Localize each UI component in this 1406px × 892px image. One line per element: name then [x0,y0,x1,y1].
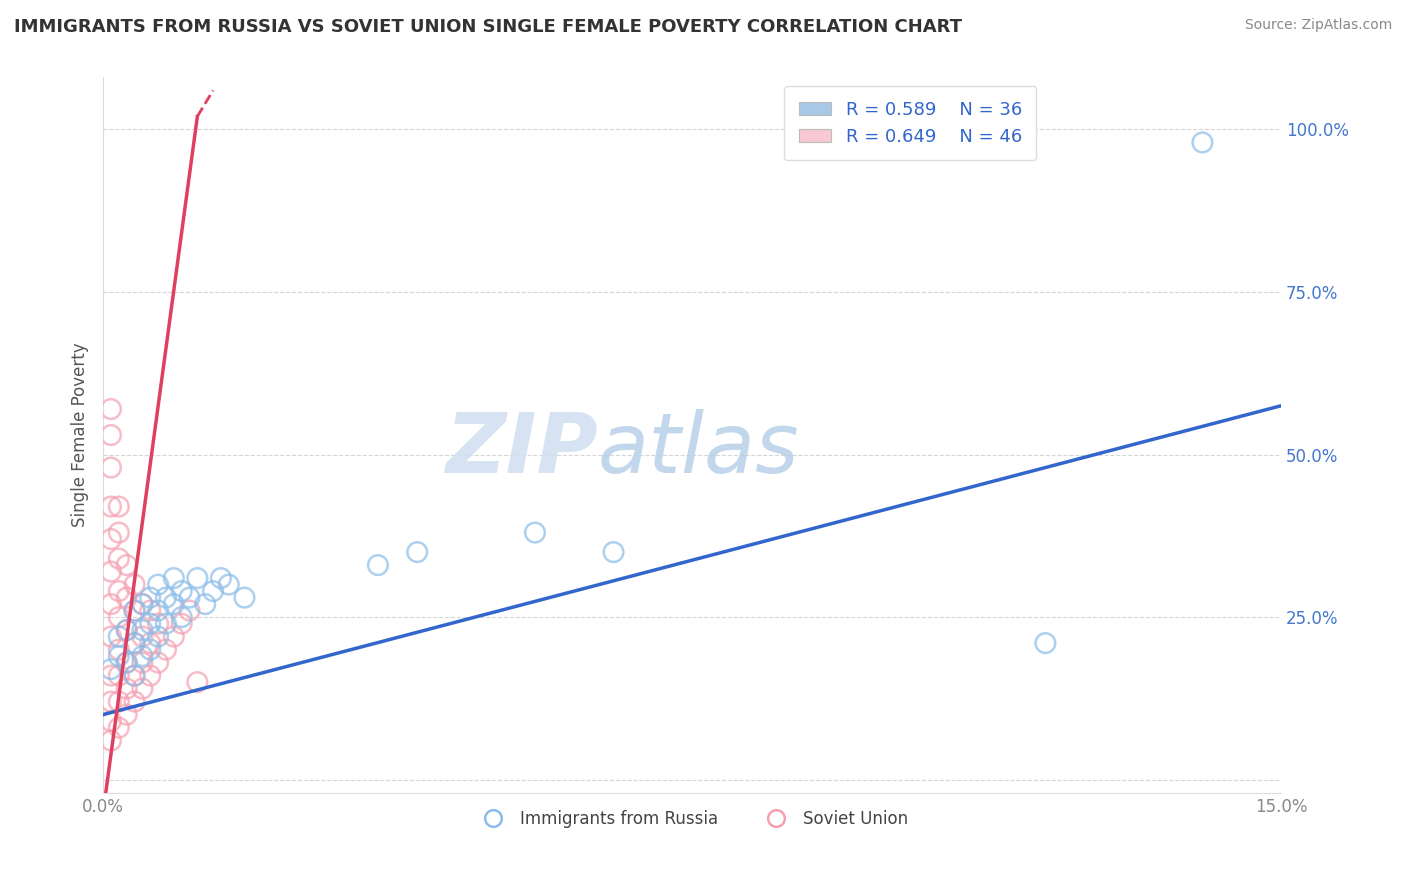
Point [100,695,122,709]
Point [139,616,162,631]
Point [155,642,177,657]
Point [124,636,146,650]
Text: ZIP: ZIP [446,409,598,490]
Point [209,571,232,585]
Point [170,610,193,624]
Point [131,649,153,664]
Point [131,630,153,644]
Y-axis label: Single Female Poverty: Single Female Poverty [72,343,89,527]
Point [108,721,131,735]
Point [367,558,389,573]
Point [100,565,122,579]
Point [100,733,122,747]
Point [124,668,146,682]
Point [124,604,146,618]
Point [108,630,131,644]
Point [406,545,429,559]
Point [100,532,122,546]
Point [115,681,138,696]
Point [1035,636,1057,650]
Point [1191,136,1213,150]
Point [131,681,153,696]
Point [108,668,131,682]
Point [124,604,146,618]
Point [124,636,146,650]
Point [131,597,153,611]
Point [115,591,138,605]
Point [146,577,169,591]
Point [186,571,208,585]
Point [100,402,122,417]
Point [179,591,201,605]
Point [124,668,146,682]
Point [139,591,162,605]
Point [146,616,169,631]
Point [170,616,193,631]
Point [218,577,240,591]
Point [602,545,624,559]
Point [170,584,193,599]
Point [139,642,162,657]
Point [115,623,138,637]
Point [108,610,131,624]
Point [131,597,153,611]
Text: Source: ZipAtlas.com: Source: ZipAtlas.com [1244,18,1392,32]
Point [100,662,122,676]
Point [131,656,153,670]
Point [108,551,131,566]
Point [115,558,138,573]
Point [139,604,162,618]
Point [108,584,131,599]
Point [100,630,122,644]
Point [155,591,177,605]
Point [179,604,201,618]
Text: atlas: atlas [598,409,800,490]
Point [146,604,169,618]
Text: IMMIGRANTS FROM RUSSIA VS SOVIET UNION SINGLE FEMALE POVERTY CORRELATION CHART: IMMIGRANTS FROM RUSSIA VS SOVIET UNION S… [14,18,962,36]
Point [186,675,208,690]
Point [131,623,153,637]
Point [146,630,169,644]
Point [524,525,547,540]
Point [163,571,186,585]
Point [163,630,186,644]
Point [139,636,162,650]
Point [115,707,138,722]
Point [100,668,122,682]
Point [115,656,138,670]
Point [100,428,122,442]
Point [155,616,177,631]
Point [108,695,131,709]
Point [115,656,138,670]
Point [233,591,256,605]
Point [100,460,122,475]
Point [100,714,122,728]
Point [100,500,122,514]
Point [108,649,131,664]
Point [139,668,162,682]
Point [124,577,146,591]
Point [146,656,169,670]
Point [124,695,146,709]
Point [108,642,131,657]
Point [163,597,186,611]
Point [202,584,225,599]
Point [194,597,217,611]
Point [108,500,131,514]
Point [108,525,131,540]
Point [115,623,138,637]
Point [100,597,122,611]
Legend: Immigrants from Russia, Soviet Union: Immigrants from Russia, Soviet Union [470,803,914,834]
